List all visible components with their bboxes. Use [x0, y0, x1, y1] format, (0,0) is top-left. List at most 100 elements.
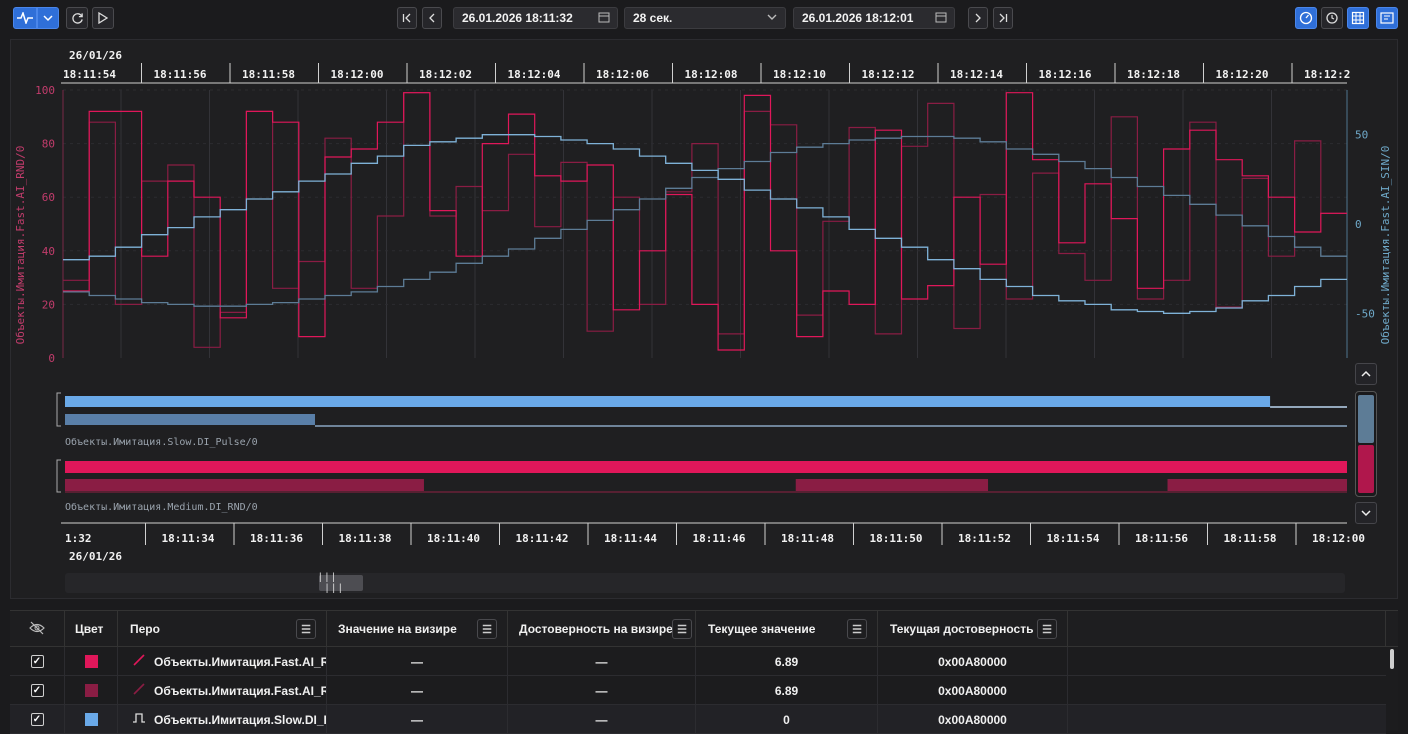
left-axis-tick: 100: [35, 84, 55, 97]
top-axis-tick-label: 18:12:16: [1039, 68, 1092, 81]
trend-chart-panel[interactable]: 26/01/26 18:11:54 18:11:56 18:11:58 18:12:0…: [10, 39, 1398, 599]
row-current-quality: 0x00A80000: [878, 647, 1068, 676]
color-swatch[interactable]: [84, 713, 98, 726]
rnd-bar-second: [65, 479, 424, 491]
row-color-cell[interactable]: [65, 647, 118, 676]
row-quality-cursor: —: [508, 676, 696, 705]
table-view-icon[interactable]: [1347, 7, 1369, 29]
go-to-start-icon[interactable]: [397, 7, 417, 29]
top-axis-tick-label: 18:12:14: [950, 68, 1003, 81]
scroll-up-chevron-up-icon[interactable]: [1355, 363, 1377, 385]
top-axis-tick-label: 18:12:08: [685, 68, 738, 81]
line-icon: [132, 683, 146, 698]
table-vertical-scrollbar[interactable]: [1390, 649, 1394, 669]
right-axis-tick: 50: [1355, 129, 1368, 142]
pulse-pen-icon: [132, 712, 146, 727]
color-swatch[interactable]: [84, 684, 98, 697]
series-ai-sin: [63, 134, 1347, 314]
scroll-down-chevron-down-icon[interactable]: [1355, 502, 1377, 524]
go-to-end-icon[interactable]: [993, 7, 1013, 29]
column-menu-icon[interactable]: ☰: [672, 619, 692, 639]
checkbox-checked-icon[interactable]: ✓: [30, 655, 44, 668]
row-value-cursor: —: [327, 676, 508, 705]
column-menu-icon[interactable]: ☰: [477, 619, 497, 639]
time-scrollbar[interactable]: ||| |||: [65, 572, 1345, 594]
right-axis-label: Объекты.Имитация.Fast.AI_SIN/0: [1379, 146, 1392, 345]
visibility-header[interactable]: [10, 611, 65, 647]
table-row[interactable]: ✓Объекты.Имитация.Fast.AI_RND/——6.890x00…: [10, 676, 1386, 705]
pen-header-label: Перо: [130, 622, 160, 636]
rnd-bar-second: [1167, 479, 1347, 491]
clock-settings-icon[interactable]: [1321, 7, 1343, 29]
duration-select[interactable]: 28 сек.: [624, 7, 786, 29]
end-time-value: 26.01.2026 18:12:01: [802, 11, 914, 25]
bottom-axis-tick-label: 18:11:50: [870, 532, 923, 545]
calendar-icon[interactable]: [934, 11, 948, 25]
color-swatch[interactable]: [84, 655, 98, 668]
row-color-cell[interactable]: [65, 676, 118, 705]
trend-chart[interactable]: 26/01/26 18:11:54 18:11:56 18:11:58 18:12:0…: [11, 40, 1399, 600]
right-axis-tick: 0: [1355, 218, 1362, 231]
row-color-cell[interactable]: [65, 705, 118, 734]
calendar-icon[interactable]: [597, 11, 611, 25]
start-time-field[interactable]: 26.01.2026 18:11:32: [453, 7, 618, 29]
pulse-icon[interactable]: [13, 7, 37, 29]
play-icon[interactable]: [92, 7, 114, 29]
row-visibility-checkbox[interactable]: ✓: [10, 676, 65, 705]
top-axis-tick-label: 18:12:12: [862, 68, 915, 81]
top-axis-tick-label: 18:11:58: [242, 68, 295, 81]
checkbox-checked-icon[interactable]: ✓: [30, 684, 44, 697]
rnd-bar-high: [65, 461, 1347, 473]
chevron-down-icon: [765, 11, 779, 25]
eye-off-icon: [29, 621, 45, 638]
panel-toggle-icon[interactable]: [1376, 7, 1398, 29]
right-axis-tick: -50: [1355, 307, 1375, 320]
time-scrollbar-thumb[interactable]: ||| |||: [319, 572, 363, 594]
current-value-header[interactable]: Текущее значение ☰: [696, 611, 878, 647]
bottom-axis-tick-label: 18:11:34: [162, 532, 215, 545]
column-menu-icon[interactable]: ☰: [847, 619, 867, 639]
pens-table: Цвет Перо ☰ Значение на визире ☰ Достове…: [10, 610, 1398, 734]
table-row[interactable]: ✓Объекты.Имитация.Fast.AI_RND/——6.890x00…: [10, 647, 1386, 676]
bottom-axis-tick-label: 18:11:52: [958, 532, 1011, 545]
top-axis-tick-label: 18:12:2: [1304, 68, 1350, 81]
top-axis-tick-label: 18:12:06: [596, 68, 649, 81]
row-pen-cell: Объекты.Имитация.Fast.AI_RND/: [118, 676, 327, 705]
table-row[interactable]: ✓Объекты.Имитация.Slow.DI_Puls——00x00A80…: [10, 705, 1386, 734]
row-value-cursor: —: [327, 647, 508, 676]
value-cursor-label: Значение на визире: [338, 622, 457, 636]
mode-dropdown-chevron-down-icon[interactable]: [37, 7, 59, 29]
lane-scroll-indicator[interactable]: [1355, 391, 1377, 497]
end-time-field[interactable]: 26.01.2026 18:12:01: [793, 7, 955, 29]
top-axis-tick-label: 18:12:18: [1127, 68, 1180, 81]
row-current-value: 6.89: [696, 647, 878, 676]
value-cursor-header[interactable]: Значение на визире ☰: [327, 611, 508, 647]
row-value-cursor: —: [327, 705, 508, 734]
quality-cursor-header[interactable]: Достоверность на визире ☰: [508, 611, 696, 647]
step-back-icon[interactable]: [422, 7, 442, 29]
current-quality-header[interactable]: Текущая достоверность ☰: [878, 611, 1068, 647]
color-header[interactable]: Цвет: [65, 611, 118, 647]
pen-name: Объекты.Имитация.Fast.AI_RND/: [154, 654, 326, 669]
top-axis-tick-label: 18:12:10: [773, 68, 826, 81]
step-forward-icon[interactable]: [968, 7, 988, 29]
column-menu-icon[interactable]: ☰: [296, 619, 316, 639]
bottom-axis-tick-label: 18:11:56: [1135, 532, 1188, 545]
row-visibility-checkbox[interactable]: ✓: [10, 647, 65, 676]
row-visibility-checkbox[interactable]: ✓: [10, 705, 65, 734]
column-menu-icon[interactable]: ☰: [1037, 619, 1057, 639]
checkbox-checked-icon[interactable]: ✓: [30, 713, 44, 726]
dashboard-gauge-icon[interactable]: [1295, 7, 1317, 29]
left-axis-tick: 80: [42, 138, 55, 151]
refresh-icon[interactable]: [66, 7, 88, 29]
current-quality-label: Текущая достоверность: [890, 622, 1034, 636]
pen-header[interactable]: Перо ☰: [118, 611, 327, 647]
row-current-value: 6.89: [696, 676, 878, 705]
row-current-quality: 0x00A80000: [878, 676, 1068, 705]
bottom-axis-tick-label: 1:32: [65, 532, 92, 545]
left-axis-tick: 0: [48, 352, 55, 365]
bottom-axis-tick-label: 18:11:38: [339, 532, 392, 545]
bottom-axis-tick-label: 18:11:44: [604, 532, 657, 545]
current-value-label: Текущее значение: [708, 622, 816, 636]
pulse-lane-indicator: [1358, 395, 1374, 443]
